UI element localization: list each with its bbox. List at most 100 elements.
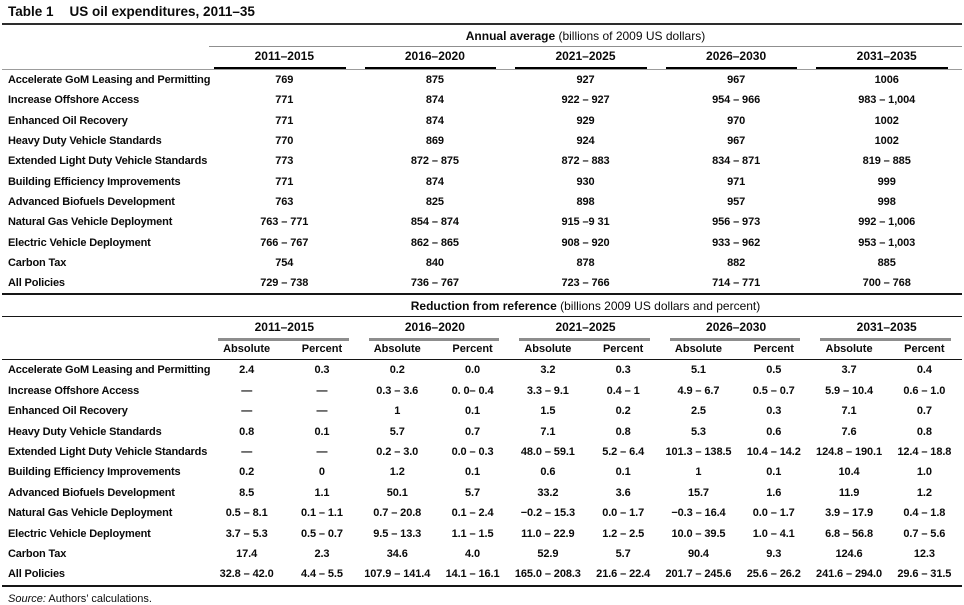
- period-column-header: 2016–2020: [360, 317, 511, 342]
- row-label: Increase Offshore Access: [8, 384, 140, 397]
- table-cell: 967: [727, 135, 746, 148]
- annual-units-rest: (billions of 2009 US dollars): [555, 29, 706, 43]
- subheader-cell: Absolute: [825, 343, 873, 356]
- table-cell: 7.1: [540, 425, 556, 438]
- table-cell: 771: [275, 175, 294, 188]
- subheader-cell: Absolute: [373, 343, 421, 356]
- period-column-header: 2021–2025: [510, 47, 661, 69]
- table-row: Natural Gas Vehicle Deployment 763 – 771…: [2, 212, 962, 232]
- table-cell: 4.0: [465, 547, 481, 560]
- period-column-header: 2016–2020: [360, 47, 511, 69]
- table-cell: 1.2 – 2.5: [602, 527, 645, 540]
- table-cell: 0. 0– 0.4: [451, 384, 494, 397]
- table-cell: 957: [727, 195, 746, 208]
- table-cell: 0: [318, 466, 325, 479]
- table-cell: 21.6 – 22.4: [596, 568, 651, 581]
- table-cell: 0.6: [540, 466, 556, 479]
- table-cell: 1.2: [389, 466, 405, 479]
- table-cell: 1.5: [540, 405, 556, 418]
- table-title: Table 1 US oil expenditures, 2011–35: [2, 3, 962, 25]
- table-cell: 48.0 – 59.1: [520, 446, 575, 459]
- table-cell: 5.7: [389, 425, 405, 438]
- table-cell: 825: [425, 195, 444, 208]
- reduction-table: Reduction from reference (billions 2009 …: [2, 295, 962, 587]
- table-cell: 10.4: [838, 466, 860, 479]
- table-cell: 834 – 871: [712, 155, 761, 168]
- table-cell: 0.6 – 1.0: [903, 384, 946, 397]
- table-cell: —: [316, 384, 328, 397]
- table-row: Heavy Duty Vehicle Standards 770 869 924 96…: [2, 131, 962, 151]
- table-cell: —: [241, 384, 253, 397]
- table-cell: 970: [727, 114, 746, 127]
- period-column-header: 2026–2030: [661, 317, 812, 342]
- table-cell: 34.6: [386, 547, 408, 560]
- table-row: Carbon Tax 754 840 878 882 885: [2, 253, 962, 273]
- table-cell: 956 – 973: [712, 216, 761, 229]
- annual-units-bold: Annual average: [465, 29, 556, 43]
- table-cell: 3.2: [540, 364, 556, 377]
- table-cell: 0.1: [314, 425, 330, 438]
- table-cell: 1: [394, 405, 401, 418]
- spacer: [2, 47, 209, 69]
- table-cell: 3.9 – 17.9: [825, 507, 873, 520]
- row-label: Increase Offshore Access: [8, 94, 140, 107]
- annual-span-header: Annual average (billions of 2009 US doll…: [2, 25, 962, 47]
- table-row: Increase Offshore Access 771 874 922 – 927…: [2, 90, 962, 110]
- table-cell: 770: [275, 135, 294, 148]
- period-label: 2011–2015: [254, 49, 314, 63]
- table-cell: 0.6: [766, 425, 782, 438]
- period-column-header: 2021–2025: [510, 317, 661, 342]
- table-cell: 769: [275, 74, 294, 87]
- table-cell: 0.5 – 8.1: [225, 507, 268, 520]
- table-cell: 11.9: [838, 486, 860, 499]
- table-row: Accelerate GoM Leasing and Permitting 76…: [2, 70, 962, 90]
- table-cell: 882: [727, 256, 746, 269]
- row-label: Natural Gas Vehicle Deployment: [8, 216, 173, 229]
- table-cell: 872 – 875: [410, 155, 459, 168]
- table-cell: 0.1: [766, 466, 782, 479]
- annual-average-table: Annual average (billions of 2009 US doll…: [2, 25, 962, 296]
- table-cell: 754: [275, 256, 294, 269]
- table-cell: 107.9 – 141.4: [364, 568, 431, 581]
- table-cell: 929: [576, 114, 595, 127]
- table-cell: 0.5 – 0.7: [300, 527, 343, 540]
- table-cell: 11.0 – 22.9: [521, 527, 575, 540]
- table-row: Heavy Duty Vehicle Standards 0.8 0.1 5.7 0.…: [2, 421, 962, 441]
- row-label: Natural Gas Vehicle Deployment: [8, 507, 173, 520]
- table-cell: 771: [275, 114, 294, 127]
- table-cell: 8.5: [239, 486, 255, 499]
- table-cell: 954 – 966: [712, 94, 761, 107]
- row-label: Accelerate GoM Leasing and Permitting: [8, 74, 211, 87]
- table-cell: 9.3: [766, 547, 782, 560]
- table-number: Table 1: [8, 4, 54, 19]
- table-cell: 0.0 – 0.3: [451, 446, 494, 459]
- period-column-header: 2011–2015: [209, 317, 360, 342]
- row-label: Heavy Duty Vehicle Standards: [8, 425, 162, 438]
- table-cell: 999: [877, 175, 896, 188]
- subheader-cell: Absolute: [674, 343, 722, 356]
- reduction-units-rest: (billions 2009 US dollars and percent): [556, 299, 761, 314]
- table-cell: 0.5 – 0.7: [752, 384, 795, 397]
- reduction-span-header: Reduction from reference (billions 2009 …: [2, 295, 962, 318]
- table-cell: 773: [275, 155, 294, 168]
- subheader-cell: Absolute: [524, 343, 572, 356]
- reduction-period-header-row: 2011–2015 2016–2020 2021–2025 2026–2030: [2, 317, 962, 342]
- table-cell: 771: [275, 94, 294, 107]
- table-cell: 0.1 – 1.1: [300, 507, 343, 520]
- table-cell: 29.6 – 31.5: [897, 568, 952, 581]
- table-cell: 165.0 – 208.3: [514, 568, 581, 581]
- period-label: 2026–2030: [706, 320, 767, 335]
- row-label: Electric Vehicle Deployment: [8, 236, 151, 249]
- table-cell: 1006: [874, 74, 899, 87]
- subheader-cell: Percent: [452, 343, 493, 356]
- table-cell: 1002: [874, 114, 899, 127]
- table-cell: 927: [576, 74, 595, 87]
- table-cell: 5.7: [615, 547, 631, 560]
- table-cell: 1002: [874, 135, 899, 148]
- table-cell: 0.3: [314, 364, 330, 377]
- period-column-header: 2031–2035: [811, 47, 962, 69]
- table-cell: 874: [425, 114, 444, 127]
- period-label: 2021–2025: [555, 49, 616, 63]
- table-cell: 15.7: [687, 486, 709, 499]
- table-cell: 4.4 – 5.5: [300, 568, 343, 581]
